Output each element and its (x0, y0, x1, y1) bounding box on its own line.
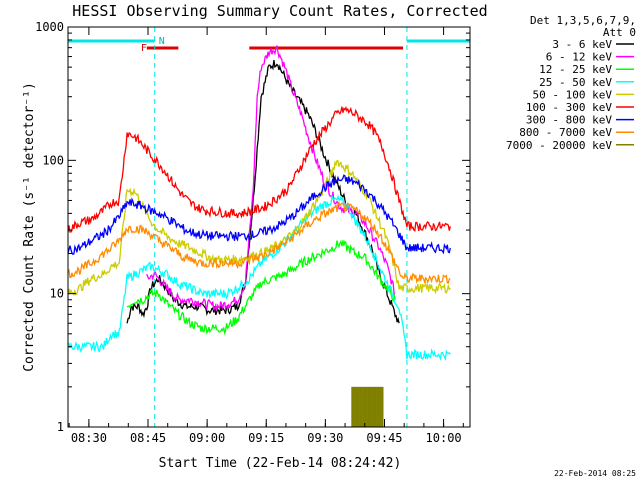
plot-frame (67, 26, 471, 428)
legend-entry-label: 50 - 100 keV (533, 88, 613, 101)
x-tick-label: 09:00 (189, 431, 225, 445)
x-tick-label: 10:00 (426, 431, 462, 445)
chart-title: HESSI Observing Summary Count Rates, Cor… (72, 2, 487, 20)
legend-entry-label: 7000 - 20000 keV (506, 139, 612, 152)
y-tick-label: 1000 (35, 20, 64, 34)
night-label: N (159, 36, 165, 47)
legend-entry-label: 100 - 300 keV (526, 101, 612, 114)
plot-area: FN (68, 27, 470, 427)
y-tick-label: 10 (50, 287, 64, 301)
series-7-line (68, 201, 451, 285)
legend-header: Att 0 (603, 26, 636, 39)
legend-entry-label: 12 - 25 keV (539, 63, 612, 76)
x-tick-label: 09:45 (366, 431, 402, 445)
timestamp: 22-Feb-2014 08:25 (554, 469, 636, 478)
y-axis-label: Corrected Count Rate (s⁻¹ detector⁻¹) (22, 82, 37, 372)
series-2-line (126, 239, 396, 336)
legend-entry-label: 300 - 800 keV (526, 114, 612, 127)
legend-entry-label: 6 - 12 keV (546, 51, 613, 64)
y-tick-label: 100 (42, 153, 64, 167)
series-3-line (68, 194, 451, 362)
y-tick-label: 1 (57, 420, 64, 434)
x-axis-label: Start Time (22-Feb-14 08:24:42) (159, 456, 402, 471)
x-tick-label: 08:30 (71, 431, 107, 445)
x-tick-label: 09:15 (248, 431, 284, 445)
series-8-spikes (351, 386, 384, 427)
series-lines (68, 45, 451, 427)
legend-entry-label: 25 - 50 keV (539, 76, 612, 89)
series-5-line (68, 105, 451, 233)
legend-header: Det 1,3,5,6,7,9, (530, 14, 636, 27)
series-6-line (68, 174, 451, 255)
legend-entry-label: 800 - 7000 keV (519, 126, 612, 139)
legend-entry-label: 3 - 6 keV (552, 38, 612, 51)
flare-label: F (141, 43, 147, 54)
x-tick-label: 08:45 (130, 431, 166, 445)
x-tick-label: 09:30 (307, 431, 343, 445)
